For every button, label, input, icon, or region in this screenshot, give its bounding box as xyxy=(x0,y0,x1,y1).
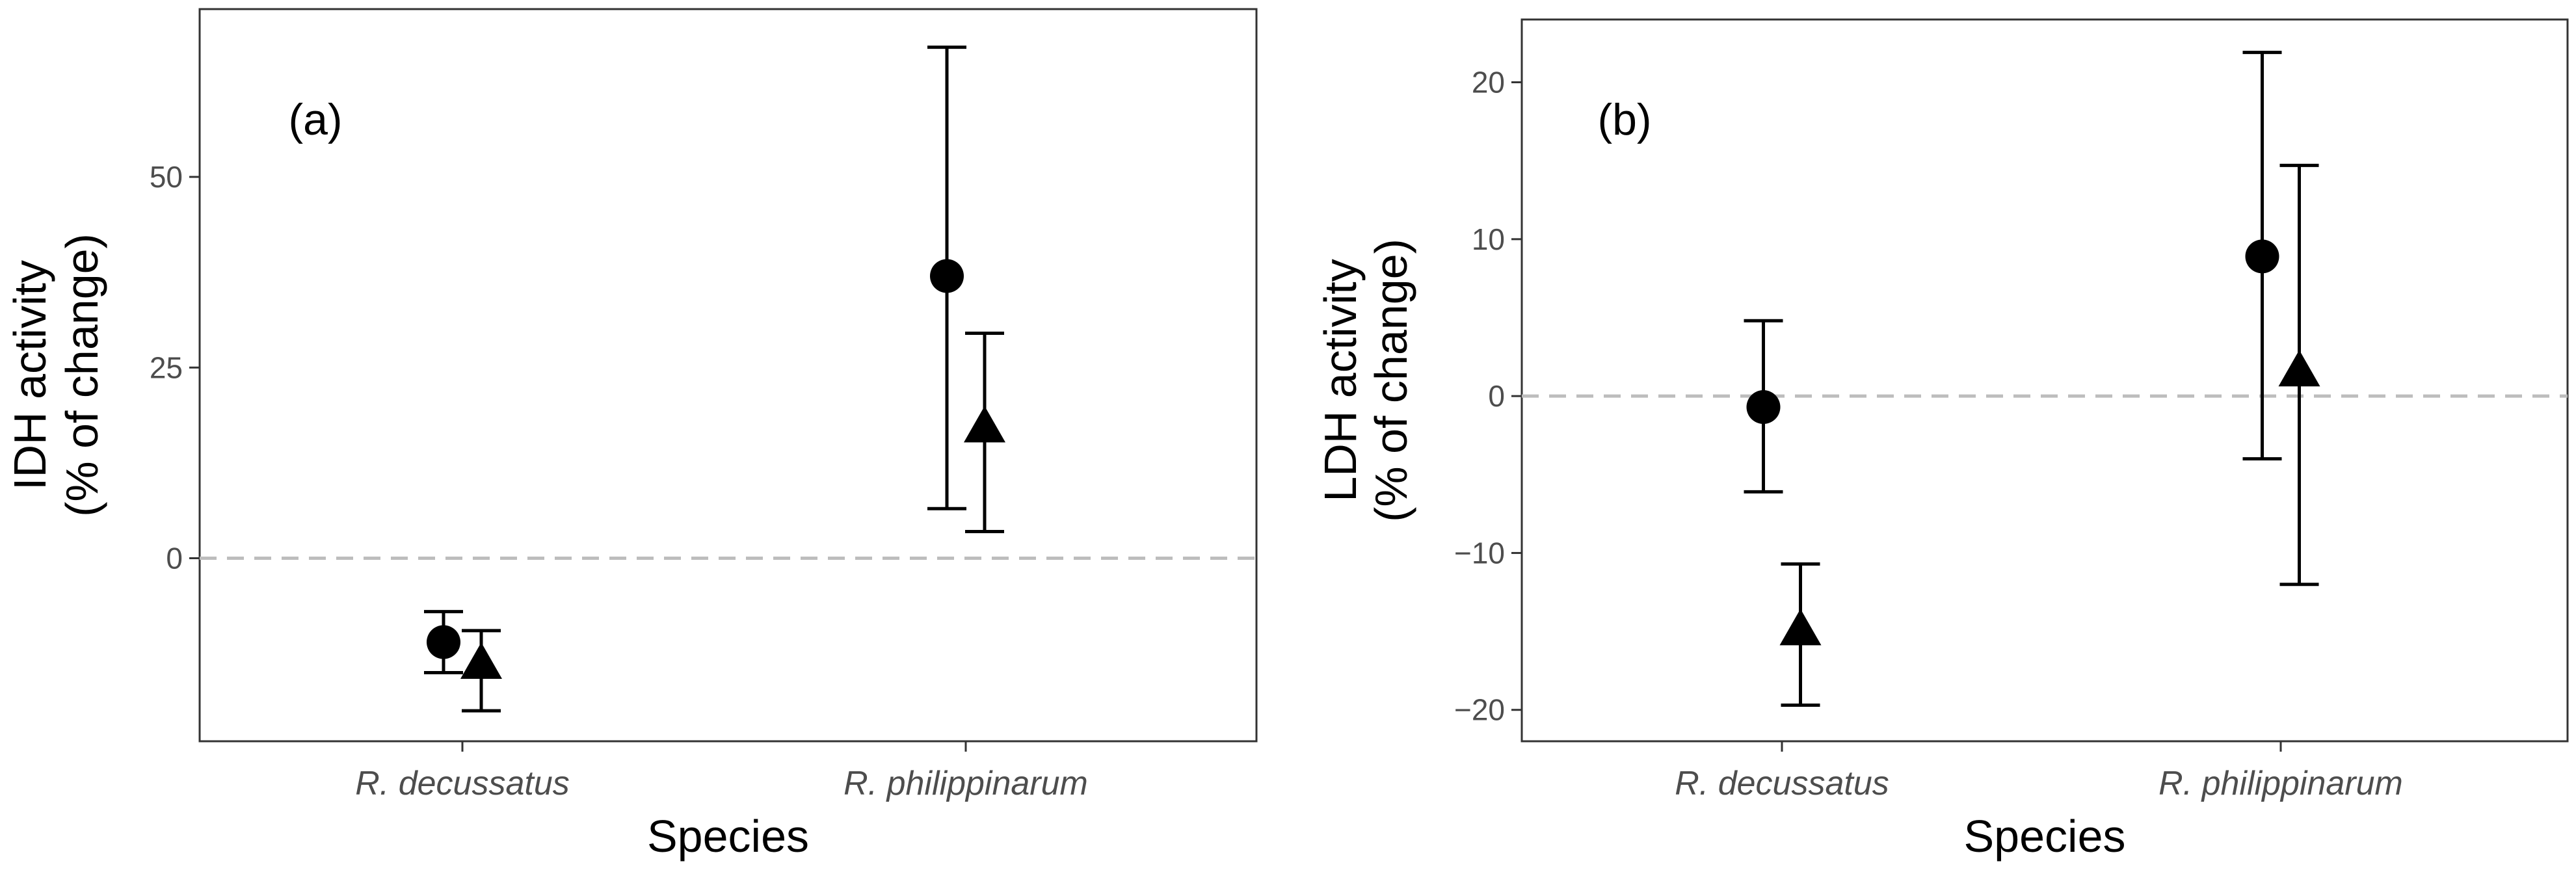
y-axis-title-line: (% of change) xyxy=(1366,239,1416,522)
y-tick-label: 10 xyxy=(1472,222,1505,256)
plot-frame xyxy=(198,8,1258,743)
data-point-circle xyxy=(930,259,964,293)
y-tick-label: −10 xyxy=(1454,536,1505,570)
chart-panel-1: 0 25 50 R. decussatus R. philippinarum Specie… xyxy=(5,8,1258,862)
x-category-label: R. philippinarum xyxy=(843,765,1088,802)
chart-panel-2: −20 −10 0 10 20 R. decussatus R. philippinarum… xyxy=(1315,18,2569,862)
y-tick-label: 0 xyxy=(166,542,183,575)
data-point-triangle xyxy=(964,406,1005,443)
data-point-circle xyxy=(2245,239,2279,274)
x-category-label: R. decussatus xyxy=(355,765,570,802)
data-point-circle xyxy=(427,625,460,659)
x-axis-title: Species xyxy=(647,811,809,862)
data-point-triangle xyxy=(2278,350,2320,387)
x-category-label: R. philippinarum xyxy=(2158,765,2403,802)
y-axis-title-line: (% of change) xyxy=(57,233,107,517)
y-axis-title-line: IDH activity xyxy=(5,260,55,490)
y-tick-label: 0 xyxy=(1488,379,1505,413)
y-tick-label: 50 xyxy=(150,160,183,194)
data-point-triangle xyxy=(1779,609,1822,646)
panel-label: (a) xyxy=(288,95,342,144)
x-axis-title: Species xyxy=(1963,811,2125,862)
data-point-triangle xyxy=(460,642,502,679)
data-point-circle xyxy=(1746,390,1781,425)
x-category-label: R. decussatus xyxy=(1675,765,1889,802)
y-axis-title-line: LDH activity xyxy=(1315,259,1366,501)
y-tick-label: −20 xyxy=(1454,693,1505,727)
plot-frame xyxy=(1520,18,2569,743)
y-tick-label: 20 xyxy=(1472,66,1505,99)
panel-label: (b) xyxy=(1597,95,1651,144)
y-tick-label: 25 xyxy=(150,350,183,384)
